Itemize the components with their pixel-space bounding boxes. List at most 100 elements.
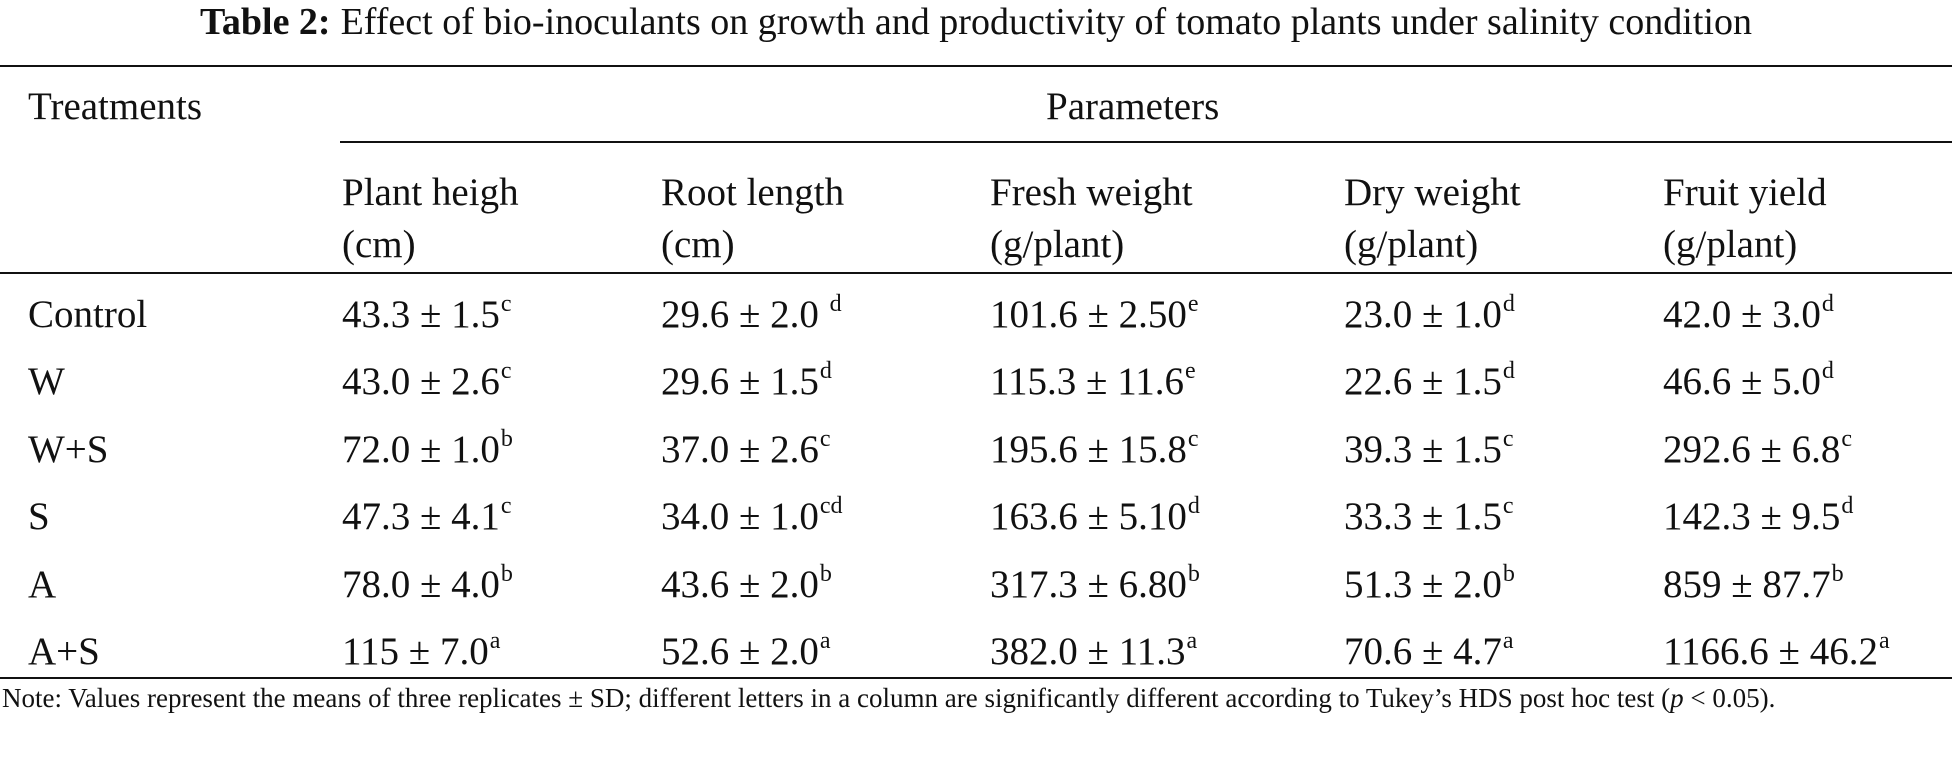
table-caption: Table 2: Effect of bio-inoculants on grow… [0, 0, 1952, 44]
value-cell: 70.6 ± 4.7a [1344, 628, 1514, 681]
significance-letter: b [1831, 561, 1844, 587]
value-cell: 52.6 ± 2.0a [661, 628, 831, 681]
table-note: Note: Values represent the means of thre… [2, 680, 1950, 716]
column-header-line1: Fruit yield [1663, 171, 1827, 214]
column-header-line2: (g/plant) [1344, 223, 1479, 266]
significance-letter: c [1502, 493, 1514, 519]
mean-sd: 42.0 ± 3.0 [1663, 293, 1821, 336]
mean-sd: 34.0 ± 1.0 [661, 495, 819, 538]
significance-letter: a [819, 628, 831, 654]
column-header: Dry weight (g/plant) [1344, 167, 1521, 271]
column-header-line1: Plant heigh [342, 171, 519, 214]
mean-sd: 292.6 ± 6.8 [1663, 428, 1841, 471]
significance-letter: d [1821, 291, 1834, 317]
mean-sd: 163.6 ± 5.10 [990, 495, 1187, 538]
value-cell: 859 ± 87.7b [1663, 561, 1844, 614]
significance-letter: d [1841, 493, 1854, 519]
mean-sd: 1166.6 ± 46.2 [1663, 630, 1878, 673]
column-header-line1: Root length [661, 171, 845, 214]
note-p-symbol: p [1670, 683, 1684, 713]
treatment-cell: A+S [28, 630, 100, 673]
mean-sd: 70.6 ± 4.7 [1344, 630, 1502, 673]
mean-sd: 43.6 ± 2.0 [661, 563, 819, 606]
top-rule [0, 65, 1952, 67]
significance-letter: c [1841, 426, 1853, 452]
mean-sd: 47.3 ± 4.1 [342, 495, 500, 538]
significance-letter: b [1502, 561, 1515, 587]
column-header-line2: (cm) [661, 223, 735, 266]
value-cell: 317.3 ± 6.80b [990, 561, 1200, 614]
column-header: Fruit yield (g/plant) [1663, 167, 1827, 271]
significance-letter: c [819, 426, 831, 452]
significance-letter: d [1821, 358, 1834, 384]
value-cell: 115 ± 7.0a [342, 628, 500, 681]
mean-sd: 317.3 ± 6.80 [990, 563, 1187, 606]
mean-sd: 23.0 ± 1.0 [1344, 293, 1502, 336]
mean-sd: 195.6 ± 15.8 [990, 428, 1187, 471]
column-header-line1: Fresh weight [990, 171, 1193, 214]
significance-letter: b [500, 426, 513, 452]
mean-sd: 115.3 ± 11.6 [990, 360, 1185, 403]
value-cell: 43.0 ± 2.6c [342, 358, 512, 411]
value-cell: 163.6 ± 5.10d [990, 493, 1200, 546]
column-header: Plant heigh (cm) [342, 167, 519, 271]
caption-text: Effect of bio-inoculants on growth and p… [340, 1, 1752, 43]
value-cell: 292.6 ± 6.8c [1663, 426, 1852, 479]
significance-letter: a [1878, 628, 1890, 654]
value-cell: 47.3 ± 4.1c [342, 493, 512, 546]
mean-sd: 101.6 ± 2.50 [990, 293, 1187, 336]
mean-sd: 52.6 ± 2.0 [661, 630, 819, 673]
significance-letter: d [829, 291, 842, 317]
value-cell: 382.0 ± 11.3a [990, 628, 1197, 681]
column-header-line2: (cm) [342, 223, 416, 266]
value-cell: 78.0 ± 4.0b [342, 561, 513, 614]
parameters-header: Parameters [1046, 85, 1220, 128]
mean-sd: 29.6 ± 1.5 [661, 360, 819, 403]
value-cell: 39.3 ± 1.5c [1344, 426, 1514, 479]
mean-sd: 859 ± 87.7 [1663, 563, 1831, 606]
significance-letter: c [500, 358, 512, 384]
mean-sd: 51.3 ± 2.0 [1344, 563, 1502, 606]
value-cell: 115.3 ± 11.6e [990, 358, 1196, 411]
treatment-cell: S [28, 495, 50, 538]
value-cell: 29.6 ± 1.5d [661, 358, 832, 411]
value-cell: 1166.6 ± 46.2a [1663, 628, 1890, 681]
value-cell: 195.6 ± 15.8c [990, 426, 1199, 479]
significance-letter: c [1502, 426, 1514, 452]
significance-letter: c [1187, 426, 1199, 452]
value-cell: 23.0 ± 1.0d [1344, 291, 1515, 344]
value-cell: 46.6 ± 5.0d [1663, 358, 1834, 411]
significance-letter: c [500, 291, 512, 317]
mean-sd: 33.3 ± 1.5 [1344, 495, 1502, 538]
note-text: Note: Values represent the means of thre… [2, 683, 1671, 713]
significance-letter: b [1187, 561, 1200, 587]
significance-letter: d [1187, 493, 1200, 519]
value-cell: 43.6 ± 2.0b [661, 561, 832, 614]
significance-letter: d [819, 358, 832, 384]
value-cell: 51.3 ± 2.0b [1344, 561, 1515, 614]
value-cell: 42.0 ± 3.0d [1663, 291, 1834, 344]
column-header: Fresh weight (g/plant) [990, 167, 1193, 271]
treatment-cell: W+S [28, 428, 109, 471]
value-cell: 22.6 ± 1.5d [1344, 358, 1515, 411]
value-cell: 33.3 ± 1.5c [1344, 493, 1514, 546]
significance-letter: a [1502, 628, 1514, 654]
value-cell: 72.0 ± 1.0b [342, 426, 513, 479]
value-cell: 37.0 ± 2.6c [661, 426, 831, 479]
column-header-line1: Dry weight [1344, 171, 1521, 214]
mean-sd: 46.6 ± 5.0 [1663, 360, 1821, 403]
significance-letter: d [1502, 291, 1515, 317]
value-cell: 29.6 ± 2.0 d [661, 291, 842, 344]
parameters-rule [340, 141, 1952, 143]
value-cell: 34.0 ± 1.0cd [661, 493, 843, 546]
column-header: Root length (cm) [661, 167, 844, 271]
mean-sd: 382.0 ± 11.3 [990, 630, 1186, 673]
significance-letter: a [1186, 628, 1198, 654]
mean-sd: 115 ± 7.0 [342, 630, 489, 673]
significance-letter: d [1502, 358, 1515, 384]
significance-letter: e [1185, 358, 1196, 384]
treatment-cell: A [28, 563, 57, 606]
significance-letter: b [500, 561, 513, 587]
significance-letter: cd [819, 493, 843, 519]
treatment-cell: Control [28, 293, 148, 336]
